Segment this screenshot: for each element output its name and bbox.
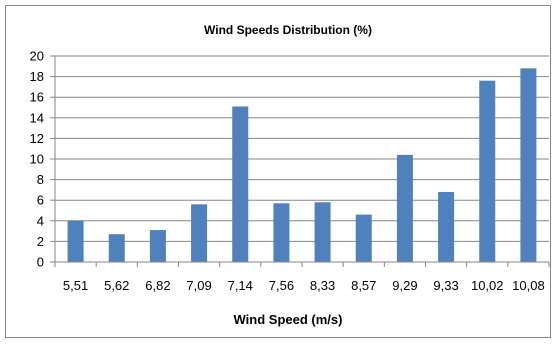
y-tick-label: 0	[37, 255, 44, 270]
x-tick-label: 10,02	[471, 278, 504, 293]
bar	[191, 204, 208, 262]
y-tick-label: 18	[30, 69, 44, 84]
chart-frame	[5, 5, 551, 338]
x-tick-label: 5,62	[104, 278, 129, 293]
y-tick-label: 4	[37, 213, 44, 228]
y-tick-label: 20	[30, 49, 44, 64]
bar	[396, 154, 413, 262]
bar	[149, 230, 166, 262]
y-tick-label: 8	[37, 172, 44, 187]
bar	[108, 234, 125, 262]
x-tick-label: 9,33	[433, 278, 458, 293]
x-axis-ticks: 5,51 5,62 6,82 7,09 7,14 7,56 8,33 8,57 9,29 9,33…	[54, 262, 550, 293]
bar	[355, 214, 372, 262]
x-tick-label: 8,57	[351, 278, 376, 293]
x-tick-label: 7,14	[228, 278, 253, 293]
y-tick-label: 12	[30, 131, 44, 146]
y-tick-label: 10	[30, 152, 44, 167]
gridlines	[55, 55, 549, 242]
x-tick-label: 5,51	[63, 278, 88, 293]
bar	[479, 80, 496, 262]
y-tick-label: 14	[30, 110, 44, 125]
y-axis-ticks: 0 2 4 6 8 10 12 14 16 18 20	[30, 49, 55, 270]
bars	[67, 68, 537, 262]
bar	[67, 220, 84, 262]
x-tick-label: 7,09	[186, 278, 211, 293]
bar	[314, 202, 331, 262]
y-tick-label: 6	[37, 193, 44, 208]
x-tick-label: 10,08	[512, 278, 545, 293]
chart-title: Wind Speeds Distribution (%)	[204, 23, 372, 37]
y-tick-label: 2	[37, 234, 44, 249]
x-tick-label: 9,29	[392, 278, 417, 293]
x-axis-label: Wind Speed (m/s)	[234, 312, 343, 327]
bar	[438, 191, 455, 262]
bar	[273, 203, 290, 262]
x-tick-label: 8,33	[310, 278, 335, 293]
x-tick-label: 6,82	[145, 278, 170, 293]
y-tick-label: 16	[30, 90, 44, 105]
bar	[232, 106, 249, 262]
x-tick-label: 7,56	[269, 278, 294, 293]
bar	[520, 68, 537, 262]
